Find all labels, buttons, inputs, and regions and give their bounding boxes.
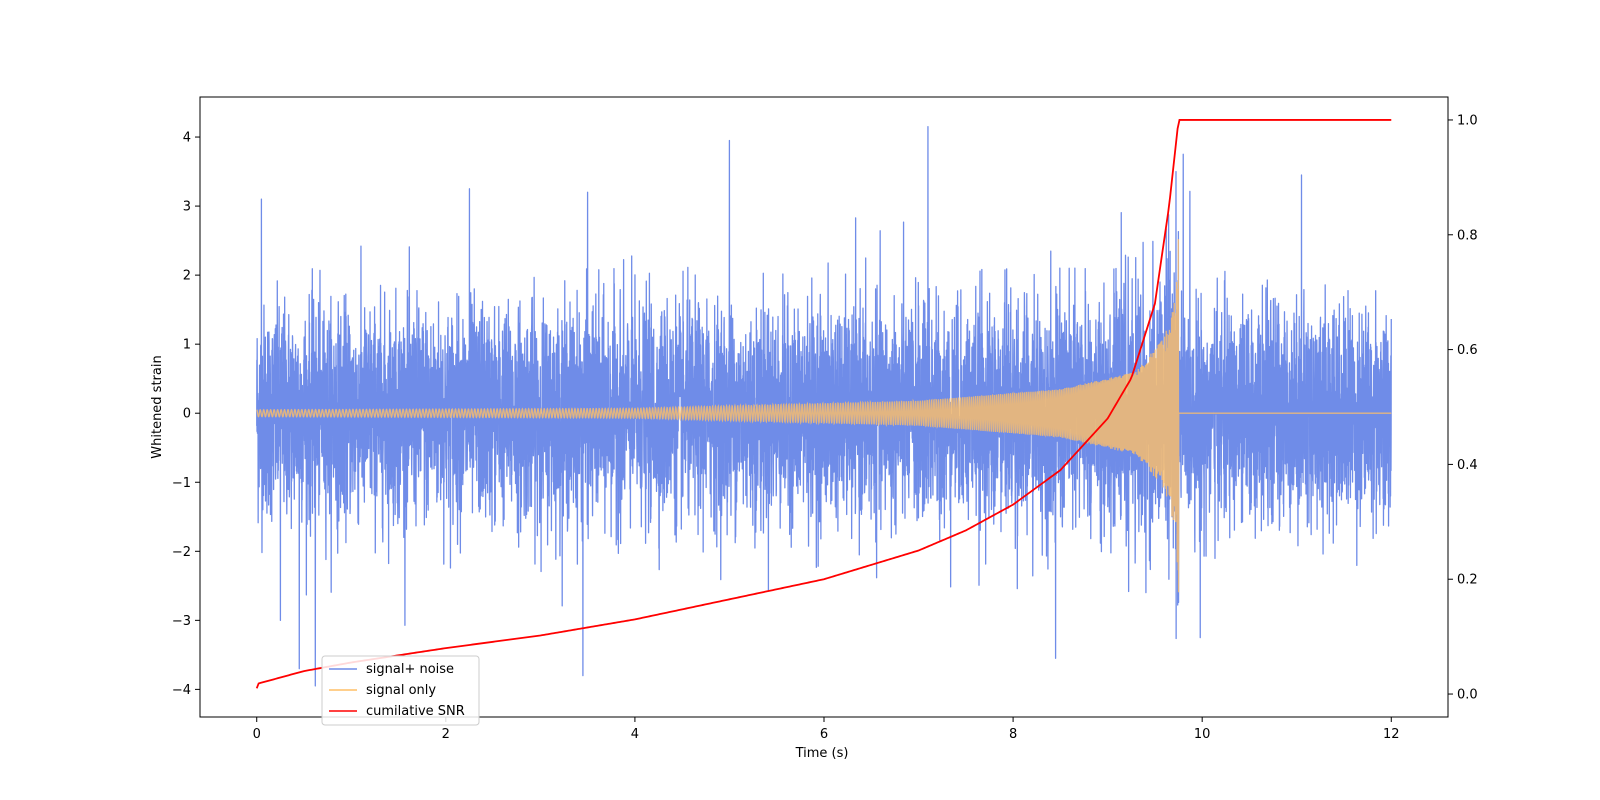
y-axis-left: −4 −3 −2 −1 0 1 2 3 4 xyxy=(172,131,200,698)
y-tick-label: 2 xyxy=(183,269,191,284)
y-axis-right: 0.0 0.2 0.4 0.6 0.8 1.0 xyxy=(1448,113,1478,703)
x-axis-label: Time (s) xyxy=(795,746,849,761)
x-tick-label: 0 xyxy=(253,727,261,742)
y-axis-label: Whitened strain xyxy=(150,355,165,458)
series-signal-only xyxy=(256,239,1392,593)
x-tick-label: 6 xyxy=(820,727,828,742)
legend-box xyxy=(321,655,480,726)
y2-tick-label: 0.4 xyxy=(1457,458,1478,473)
y2-tick-label: 0.6 xyxy=(1457,343,1478,358)
y-tick-label: 4 xyxy=(183,131,191,146)
y2-tick-label: 0.8 xyxy=(1457,228,1478,243)
legend-label-signal-only: signal only xyxy=(366,683,436,698)
y-tick-label: 1 xyxy=(183,338,191,353)
series-cumulative-snr xyxy=(255,119,1392,689)
y-tick-label: 0 xyxy=(183,407,191,422)
legend-label-signal-plus-noise: signal+ noise xyxy=(366,662,454,677)
y2-tick-label: 0.2 xyxy=(1457,573,1478,588)
y-tick-label: 3 xyxy=(183,200,191,215)
line-signal-plus-noise xyxy=(256,126,1392,687)
legend-label-cumulative-snr: cumilative SNR xyxy=(366,704,465,719)
series-signal-plus-noise xyxy=(256,126,1392,687)
y2-tick-label: 1.0 xyxy=(1457,113,1478,128)
plot-area xyxy=(255,119,1392,689)
y2-tick-label: 0.0 xyxy=(1457,688,1478,703)
y-tick-label: −1 xyxy=(172,476,191,491)
x-tick-label: 2 xyxy=(442,727,450,742)
y-tick-label: −2 xyxy=(172,545,191,560)
line-cumulative-snr xyxy=(255,119,1392,689)
x-tick-label: 8 xyxy=(1009,727,1017,742)
x-tick-label: 4 xyxy=(631,727,639,742)
x-tick-label: 12 xyxy=(1383,727,1400,742)
y-tick-label: −4 xyxy=(172,683,191,698)
line-signal-only xyxy=(256,239,1392,593)
x-tick-label: 10 xyxy=(1194,727,1211,742)
y-tick-label: −3 xyxy=(172,614,191,629)
legend: signal+ noise signal only cumilative SNR xyxy=(321,655,480,726)
